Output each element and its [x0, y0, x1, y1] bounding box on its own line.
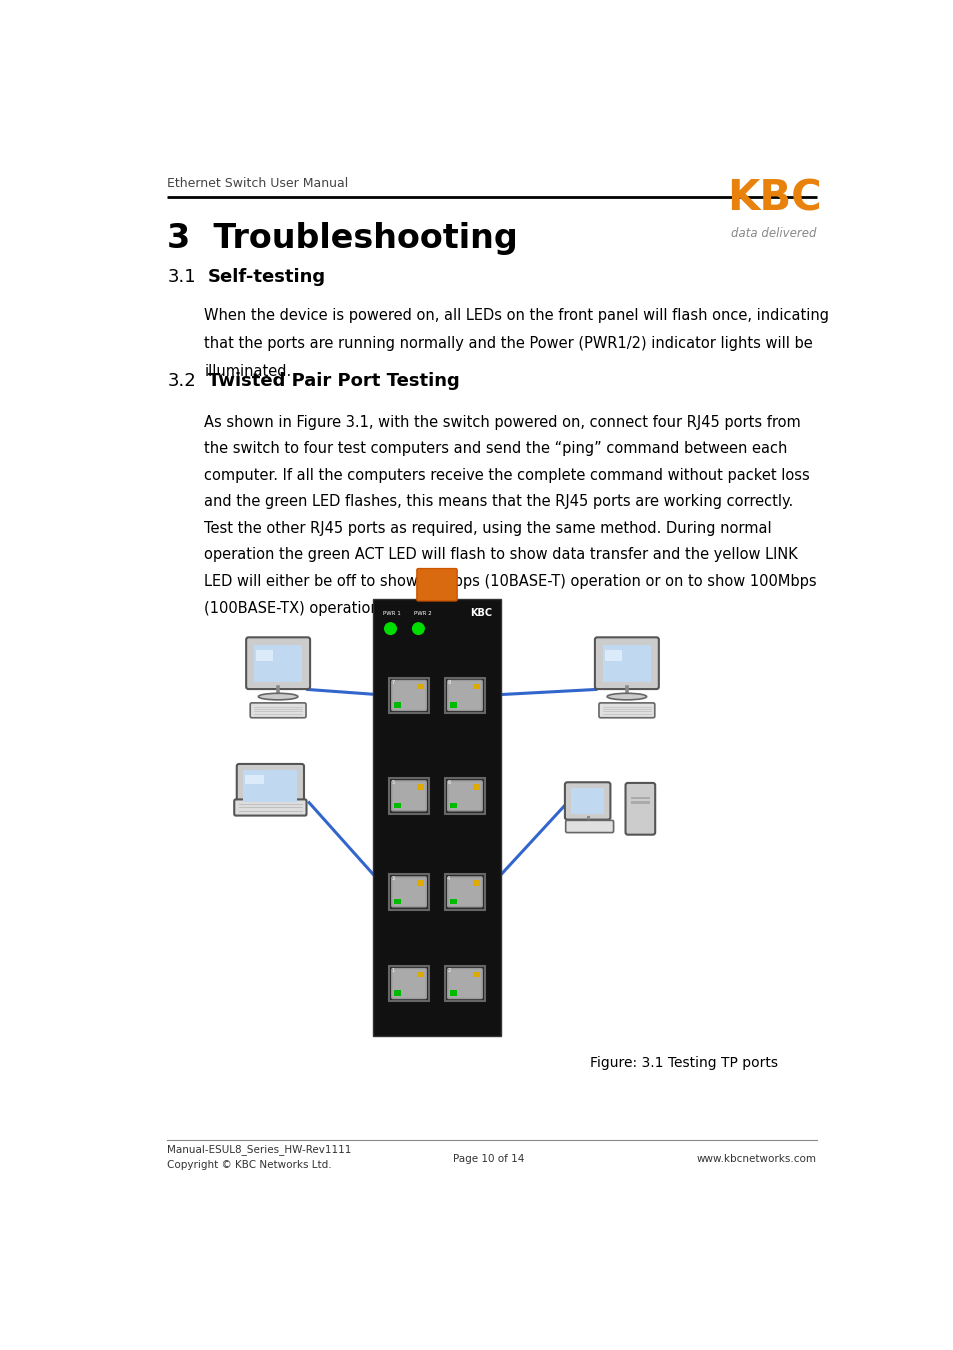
FancyBboxPatch shape	[565, 821, 613, 833]
Bar	[473, 684, 479, 690]
Bar	[417, 972, 423, 977]
Text: Copyright © KBC Networks Ltd.: Copyright © KBC Networks Ltd.	[167, 1160, 332, 1170]
Text: Figure: 3.1 Testing TP ports: Figure: 3.1 Testing TP ports	[589, 1056, 778, 1071]
Text: and the green LED flashes, this means that the RJ45 ports are working correctly.: and the green LED flashes, this means th…	[204, 494, 793, 509]
Text: 3: 3	[391, 876, 394, 882]
Text: KBC: KBC	[470, 609, 492, 618]
FancyBboxPatch shape	[236, 764, 304, 807]
Text: 3  Troubleshooting: 3 Troubleshooting	[167, 221, 517, 255]
Bar	[444, 678, 485, 713]
FancyBboxPatch shape	[447, 680, 481, 710]
Text: Twisted Pair Port Testing: Twisted Pair Port Testing	[208, 373, 458, 390]
Bar	[389, 778, 429, 814]
Text: 2: 2	[447, 968, 450, 973]
Bar	[417, 684, 423, 690]
Ellipse shape	[606, 694, 646, 699]
Text: 6: 6	[447, 780, 450, 786]
Text: Ethernet Switch User Manual: Ethernet Switch User Manual	[167, 177, 348, 190]
Bar	[243, 771, 297, 802]
FancyBboxPatch shape	[392, 780, 426, 811]
Bar	[389, 965, 429, 1002]
Bar	[570, 788, 604, 814]
Bar	[450, 991, 456, 996]
Bar	[245, 775, 264, 784]
Bar	[450, 702, 456, 707]
FancyBboxPatch shape	[625, 783, 655, 834]
Bar	[255, 651, 273, 661]
Bar	[604, 651, 621, 661]
Text: When the device is powered on, all LEDs on the front panel will flash once, indi: When the device is powered on, all LEDs …	[204, 308, 828, 323]
Text: 4: 4	[447, 876, 450, 882]
Bar	[389, 678, 429, 713]
Bar	[473, 972, 479, 977]
Text: 7: 7	[391, 680, 394, 684]
Text: PWR 1: PWR 1	[382, 610, 400, 616]
FancyBboxPatch shape	[246, 637, 310, 688]
Ellipse shape	[258, 694, 297, 699]
FancyBboxPatch shape	[447, 968, 481, 999]
Bar	[394, 991, 400, 996]
Text: (100BASE-TX) operation.: (100BASE-TX) operation.	[204, 601, 385, 616]
Bar	[444, 778, 485, 814]
Text: 3.1: 3.1	[167, 269, 195, 286]
Text: the switch to four test computers and send the “ping” command between each: the switch to four test computers and se…	[204, 441, 787, 456]
Text: 3.2: 3.2	[167, 373, 196, 390]
Bar	[394, 899, 400, 904]
Bar	[631, 802, 649, 805]
Text: Manual-ESUL8_Series_HW-Rev1111: Manual-ESUL8_Series_HW-Rev1111	[167, 1145, 352, 1156]
Bar	[253, 645, 302, 682]
Circle shape	[384, 622, 395, 634]
Bar	[450, 899, 456, 904]
FancyBboxPatch shape	[447, 878, 481, 907]
Bar	[373, 599, 500, 1035]
Text: data delivered: data delivered	[731, 227, 816, 240]
FancyBboxPatch shape	[234, 799, 306, 815]
Bar	[417, 880, 423, 886]
FancyBboxPatch shape	[595, 637, 659, 688]
Text: www.kbcnetworks.com: www.kbcnetworks.com	[696, 1154, 816, 1164]
Text: Test the other RJ45 ports as required, using the same method. During normal: Test the other RJ45 ports as required, u…	[204, 521, 771, 536]
Bar	[389, 875, 429, 910]
Bar	[444, 965, 485, 1002]
Text: computer. If all the computers receive the complete command without packet loss: computer. If all the computers receive t…	[204, 467, 809, 483]
Text: that the ports are running normally and the Power (PWR1/2) indicator lights will: that the ports are running normally and …	[204, 336, 812, 351]
FancyBboxPatch shape	[250, 703, 306, 718]
Text: PWR 2: PWR 2	[414, 610, 431, 616]
Text: Self-testing: Self-testing	[208, 269, 325, 286]
Bar	[473, 784, 479, 790]
Bar	[417, 784, 423, 790]
Text: As shown in Figure 3.1, with the switch powered on, connect four RJ45 ports from: As shown in Figure 3.1, with the switch …	[204, 414, 801, 429]
Text: Page 10 of 14: Page 10 of 14	[453, 1154, 524, 1164]
Text: 5: 5	[391, 780, 394, 786]
Text: 8: 8	[447, 680, 450, 684]
Text: KBC: KBC	[726, 177, 821, 220]
Bar	[394, 702, 400, 707]
Text: operation the green ACT LED will flash to show data transfer and the yellow LINK: operation the green ACT LED will flash t…	[204, 547, 798, 563]
Circle shape	[412, 622, 424, 634]
Text: illuminated.: illuminated.	[204, 363, 292, 379]
Bar	[450, 803, 456, 809]
Bar	[394, 803, 400, 809]
Bar	[473, 880, 479, 886]
FancyBboxPatch shape	[392, 968, 426, 999]
Bar	[631, 796, 649, 799]
Bar	[602, 645, 651, 682]
Bar	[444, 875, 485, 910]
Text: LED will either be off to show 10Mbps (10BASE-T) operation or on to show 100Mbps: LED will either be off to show 10Mbps (1…	[204, 574, 817, 589]
FancyBboxPatch shape	[598, 703, 654, 718]
FancyBboxPatch shape	[392, 878, 426, 907]
FancyBboxPatch shape	[447, 780, 481, 811]
FancyBboxPatch shape	[564, 782, 610, 819]
FancyBboxPatch shape	[392, 680, 426, 710]
FancyBboxPatch shape	[416, 568, 456, 601]
Text: 1: 1	[391, 968, 394, 973]
